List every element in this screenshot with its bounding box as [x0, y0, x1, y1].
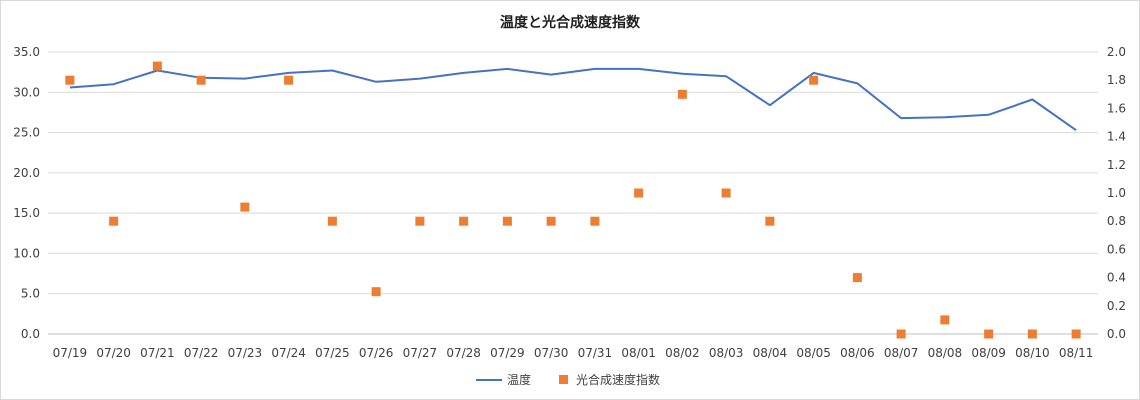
- x-axis-tick-label: 07/23: [228, 346, 263, 360]
- x-axis-tick-label: 08/02: [665, 346, 700, 360]
- x-axis-tick-label: 08/05: [796, 346, 831, 360]
- photosynthesis-point: [284, 75, 294, 85]
- x-axis-ticks: 07/19 07/20 07/21 07/22 07/23 07/24 07/25 07/26…: [53, 346, 1094, 360]
- right-axis-tick-label: 0.2: [1107, 299, 1126, 313]
- photosynthesis-point: [721, 188, 731, 198]
- photosynthesis-point: [196, 75, 206, 85]
- x-axis-tick-label: 07/25: [315, 346, 350, 360]
- x-axis-tick-label: 07/21: [140, 346, 175, 360]
- photosynthesis-point: [240, 202, 250, 212]
- left-axis-tick-label: 0.0: [21, 327, 40, 341]
- right-axis-tick-label: 0.8: [1107, 214, 1126, 228]
- left-axis-tick-label: 30.0: [13, 85, 40, 99]
- right-axis-tick-label: 1.8: [1107, 73, 1126, 87]
- x-axis-tick-label: 07/30: [534, 346, 569, 360]
- x-axis-tick-label: 07/26: [359, 346, 394, 360]
- photosynthesis-point: [415, 216, 425, 226]
- photosynthesis-series: [65, 61, 1081, 339]
- x-axis-tick-label: 08/10: [1015, 346, 1050, 360]
- photosynthesis-point: [940, 315, 950, 325]
- right-axis-tick-label: 0.4: [1107, 271, 1126, 285]
- x-axis-tick-label: 08/09: [971, 346, 1006, 360]
- right-axis-tick-label: 1.2: [1107, 158, 1126, 172]
- photosynthesis-point: [590, 216, 600, 226]
- photosynthesis-point: [109, 216, 119, 226]
- photosynthesis-point: [371, 287, 381, 297]
- x-axis-tick-label: 07/19: [53, 346, 88, 360]
- x-axis-tick-label: 08/06: [840, 346, 875, 360]
- left-axis-tick-label: 35.0: [13, 45, 40, 59]
- temperature-series: [69, 67, 1077, 132]
- left-axis-tick-label: 10.0: [13, 246, 40, 260]
- right-axis-ticks: 0.0 0.2 0.4 0.6 0.8 1.0 1.2 1.4 1.6 1.8 2.0: [1107, 45, 1126, 341]
- photosynthesis-point: [65, 75, 75, 85]
- legend: 温度 光合成速度指数: [476, 372, 660, 387]
- x-axis-tick-label: 08/07: [884, 346, 919, 360]
- x-axis-tick-label: 07/22: [184, 346, 219, 360]
- x-axis-tick-label: 07/31: [578, 346, 613, 360]
- x-axis-tick-label: 08/03: [709, 346, 744, 360]
- photosynthesis-point: [502, 216, 512, 226]
- right-axis-tick-label: 2.0: [1107, 45, 1126, 59]
- legend-square-swatch: [559, 375, 568, 384]
- photosynthesis-point: [677, 89, 687, 99]
- x-axis-tick-label: 08/01: [621, 346, 656, 360]
- x-axis-tick-label: 08/11: [1059, 346, 1094, 360]
- photosynthesis-point: [459, 216, 469, 226]
- gridlines: [48, 51, 1098, 335]
- photosynthesis-point: [809, 75, 819, 85]
- x-axis-tick-label: 07/27: [403, 346, 438, 360]
- right-axis-tick-label: 1.6: [1107, 101, 1126, 115]
- photosynthesis-point: [327, 216, 337, 226]
- photosynthesis-point: [546, 216, 556, 226]
- right-axis-tick-label: 0.0: [1107, 327, 1126, 341]
- legend-label-photosynthesis: 光合成速度指数: [576, 372, 660, 387]
- photosynthesis-point: [896, 329, 906, 339]
- left-axis-tick-label: 15.0: [13, 206, 40, 220]
- right-axis-tick-label: 1.4: [1107, 130, 1126, 144]
- left-axis-tick-label: 5.0: [21, 287, 40, 301]
- x-axis-tick-label: 07/20: [96, 346, 131, 360]
- left-axis-ticks: 0.0 5.0 10.0 15.0 20.0 25.0 30.0 35.0: [13, 45, 40, 341]
- photosynthesis-point: [1027, 329, 1037, 339]
- photosynthesis-point: [152, 61, 162, 71]
- x-axis-tick-label: 07/28: [446, 346, 481, 360]
- temperature-line: [69, 67, 1077, 132]
- photosynthesis-point: [765, 216, 775, 226]
- left-axis-tick-label: 20.0: [13, 166, 40, 180]
- right-axis-tick-label: 0.6: [1107, 242, 1126, 256]
- photosynthesis-point: [634, 188, 644, 198]
- legend-label-temperature: 温度: [507, 372, 531, 387]
- photosynthesis-point: [1071, 329, 1081, 339]
- x-axis-tick-label: 08/08: [928, 346, 963, 360]
- x-axis-tick-label: 07/24: [271, 346, 306, 360]
- chart-title: 温度と光合成速度指数: [500, 14, 641, 31]
- photosynthesis-point: [984, 329, 994, 339]
- right-axis-tick-label: 1.0: [1107, 186, 1126, 200]
- x-axis-tick-label: 07/29: [490, 346, 525, 360]
- photosynthesis-point: [852, 273, 862, 283]
- x-axis-tick-label: 08/04: [753, 346, 788, 360]
- left-axis-tick-label: 25.0: [13, 126, 40, 140]
